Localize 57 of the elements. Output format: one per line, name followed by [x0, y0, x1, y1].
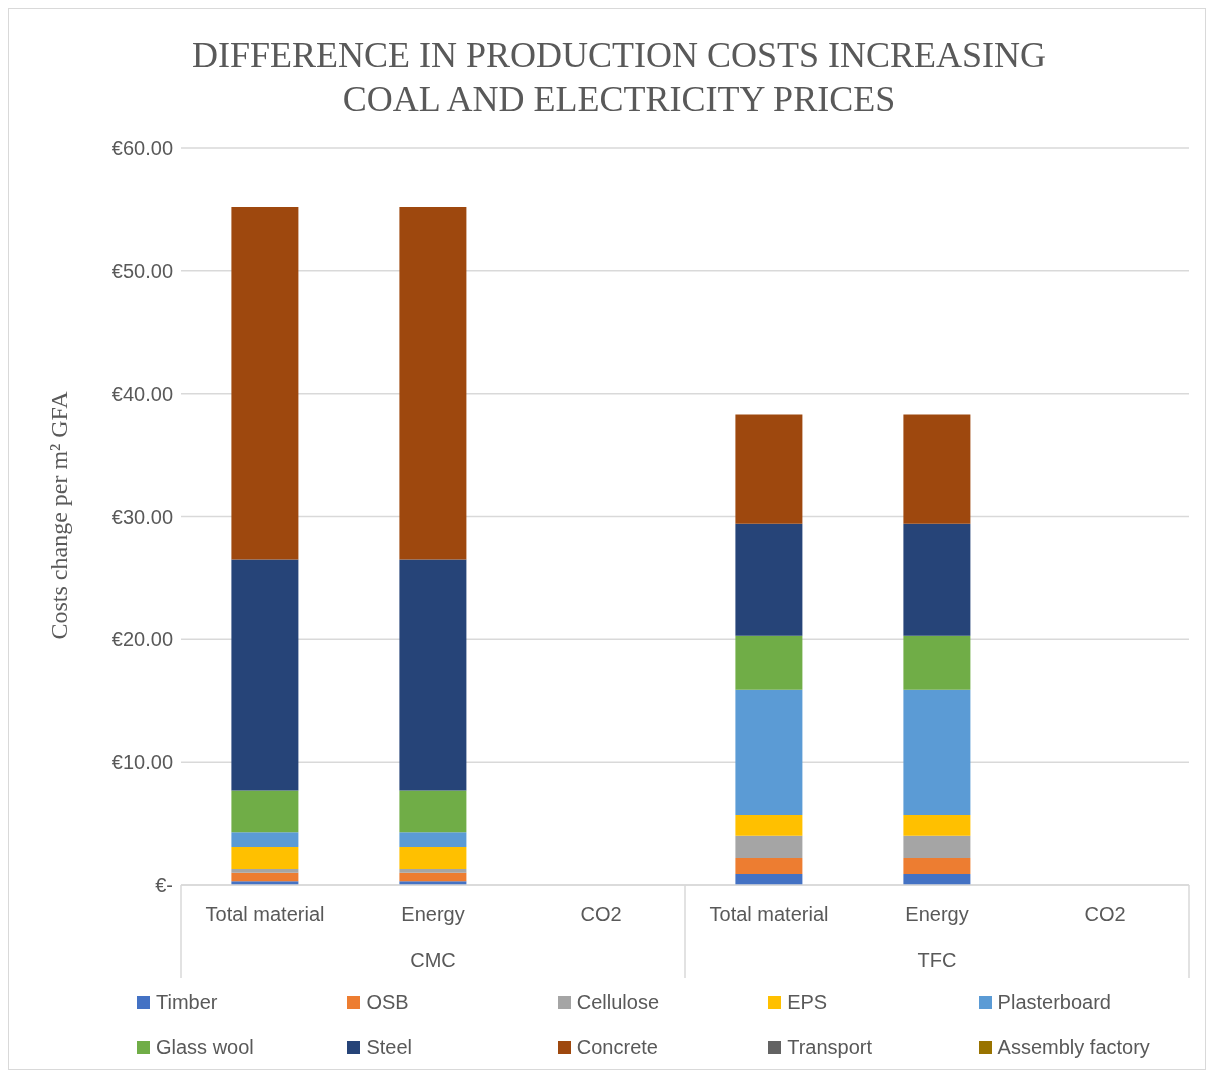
- legend-label: Transport: [787, 1036, 873, 1059]
- y-tick-label: €10.00: [111, 751, 173, 774]
- bar: [735, 857, 803, 874]
- x-tick-label: CO2: [1084, 903, 1126, 925]
- legend-label: Cellulose: [576, 991, 660, 1014]
- legend-label: Timber: [156, 991, 218, 1014]
- bar: [903, 635, 971, 690]
- bar: [399, 846, 467, 870]
- bar: [399, 832, 467, 847]
- bar: [735, 835, 803, 858]
- bar: [735, 814, 803, 836]
- bar: [399, 872, 467, 882]
- legend-label: Assembly factory: [997, 1036, 1150, 1059]
- bar: [231, 790, 299, 833]
- legend-label: EPS: [787, 991, 828, 1014]
- text: CMC: [410, 949, 456, 971]
- bar: [231, 559, 299, 791]
- bar: [231, 869, 299, 873]
- x-tick-label: Total material: [709, 903, 829, 925]
- bar: [399, 869, 467, 873]
- y-tick-label: €60.00: [111, 137, 173, 160]
- bar: [903, 857, 971, 874]
- bar: [399, 790, 467, 833]
- bar: [903, 835, 971, 858]
- legend-label: Concrete: [576, 1036, 658, 1059]
- bar: [735, 689, 803, 815]
- legend-label: Glass wool: [156, 1036, 254, 1059]
- bar: [231, 872, 299, 882]
- y-tick-label: €40.00: [111, 382, 173, 405]
- y-tick-label: €50.00: [111, 259, 173, 282]
- bar: [903, 689, 971, 815]
- legend-label: OSB: [366, 991, 409, 1014]
- bar: [399, 206, 467, 560]
- bar: [231, 846, 299, 870]
- bar: [231, 206, 299, 560]
- legend-label: Plasterboard: [997, 991, 1111, 1014]
- chart-title: DIFFERENCE IN PRODUCTION COSTS INCREASING COAL AND ELECTRICITY PRICES: [190, 34, 1048, 121]
- legend-label: Steel: [366, 1036, 412, 1059]
- y-tick-label: €-: [155, 874, 173, 897]
- bar: [903, 414, 971, 524]
- text: TFC: [917, 949, 957, 971]
- y-tick-label: €20.00: [111, 628, 173, 651]
- bar: [735, 523, 803, 636]
- x-tick-label: CO2: [580, 903, 622, 925]
- x-tick-label: Energy: [905, 903, 969, 925]
- x-tick-label: Total material: [205, 903, 325, 925]
- bar: [903, 814, 971, 836]
- bar: [231, 832, 299, 847]
- x-tick-label: Energy: [401, 903, 465, 925]
- bar: [735, 873, 803, 885]
- bar: [903, 873, 971, 885]
- bar: [735, 635, 803, 690]
- bar: [735, 414, 803, 524]
- bar: [399, 559, 467, 791]
- bar: [903, 523, 971, 636]
- y-tick-label: €30.00: [111, 505, 173, 528]
- y-axis-title: Costs change per m² GFA: [45, 390, 73, 642]
